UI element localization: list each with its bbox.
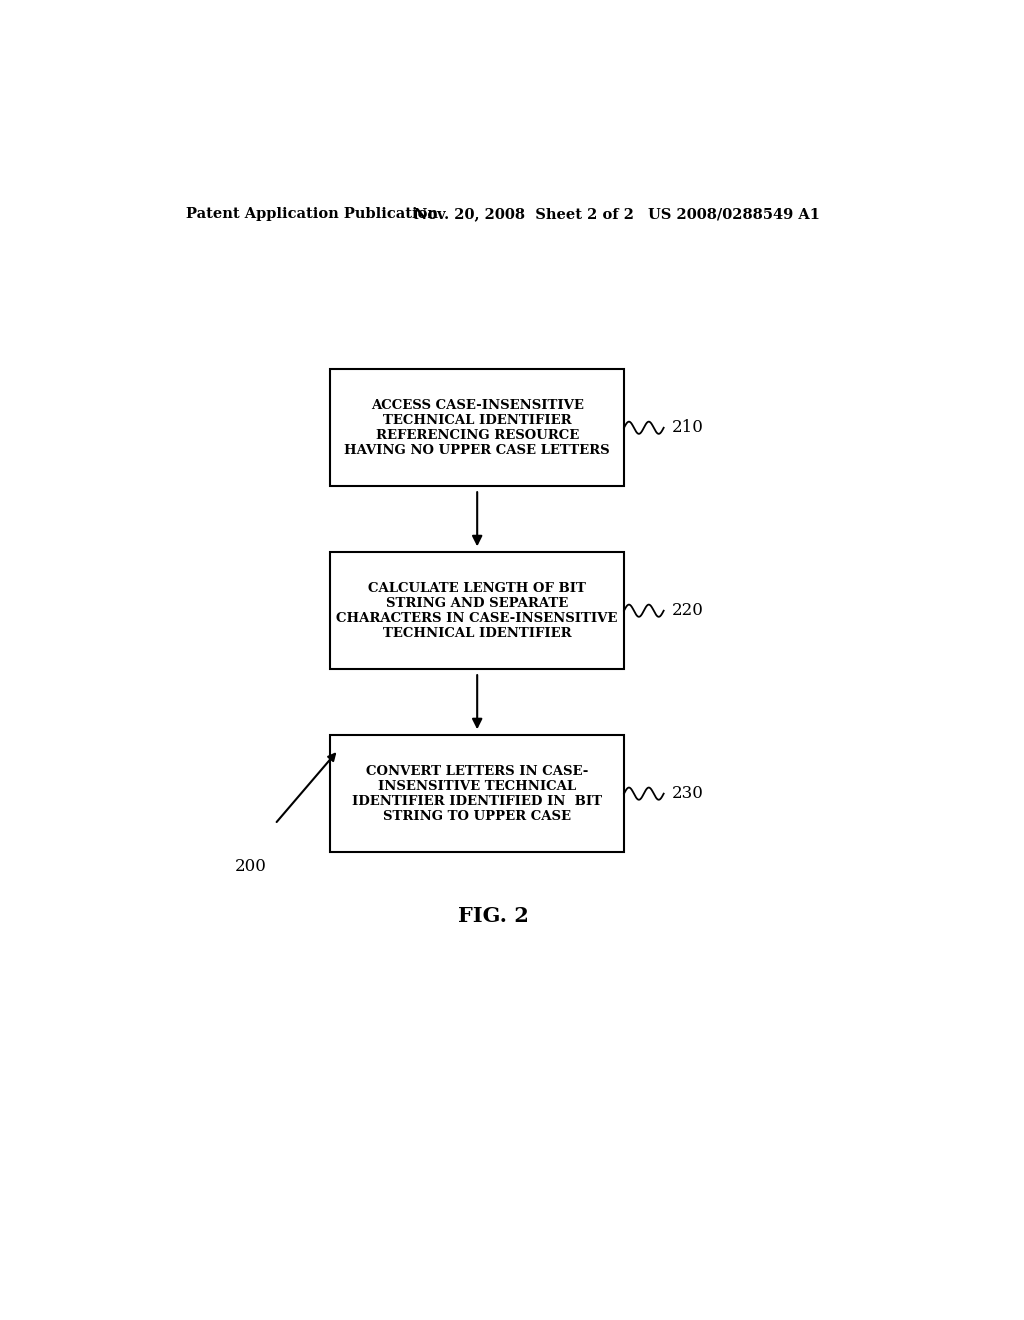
Bar [331,552,624,669]
Bar [331,735,624,853]
Text: 200: 200 [236,858,267,875]
Text: FIG. 2: FIG. 2 [458,906,528,925]
Bar [331,370,624,486]
Text: 210: 210 [672,420,703,436]
Text: CALCULATE LENGTH OF BIT
STRING AND SEPARATE
CHARACTERS IN CASE-INSENSITIVE
TECHN: CALCULATE LENGTH OF BIT STRING AND SEPAR… [337,582,617,640]
Text: 230: 230 [672,785,703,803]
Text: 220: 220 [672,602,703,619]
Text: CONVERT LETTERS IN CASE-
INSENSITIVE TECHNICAL
IDENTIFIER IDENTIFIED IN  BIT
STR: CONVERT LETTERS IN CASE- INSENSITIVE TEC… [352,764,602,822]
Text: Patent Application Publication: Patent Application Publication [186,207,438,222]
Text: US 2008/0288549 A1: US 2008/0288549 A1 [648,207,820,222]
Text: Nov. 20, 2008  Sheet 2 of 2: Nov. 20, 2008 Sheet 2 of 2 [414,207,634,222]
Text: ACCESS CASE-INSENSITIVE
TECHNICAL IDENTIFIER
REFERENCING RESOURCE
HAVING NO UPPE: ACCESS CASE-INSENSITIVE TECHNICAL IDENTI… [344,399,610,457]
